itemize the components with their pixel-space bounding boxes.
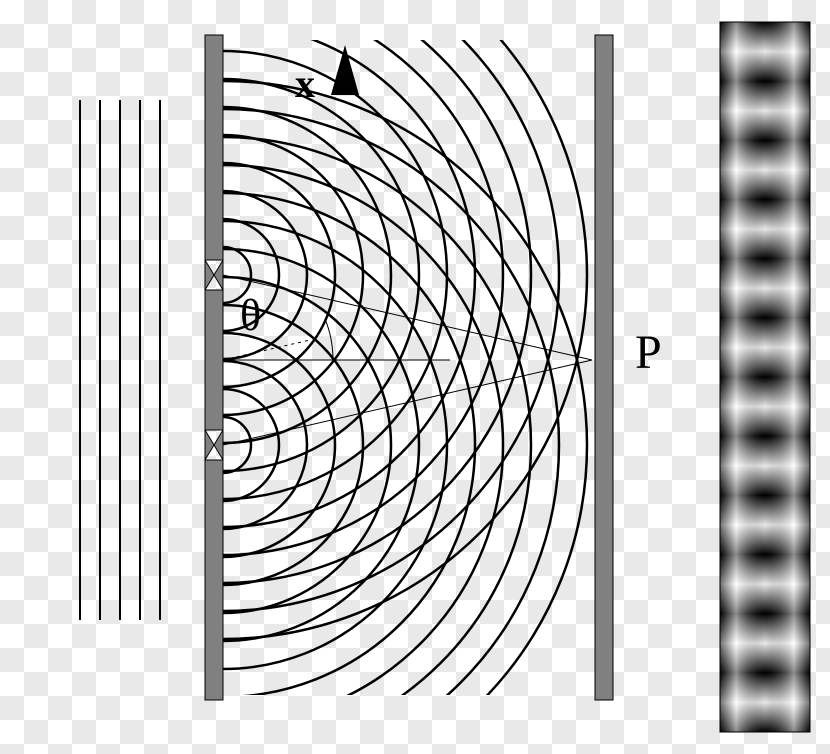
- circular-wavefronts: [0, 0, 587, 754]
- label-theta: θ: [240, 290, 261, 341]
- label-P: P: [635, 325, 662, 380]
- ray-construction: [223, 275, 592, 445]
- detection-screen: [595, 35, 613, 700]
- interference-fringe-pattern: [720, 22, 810, 732]
- slit-barrier: [205, 35, 223, 700]
- label-x: x: [295, 60, 315, 107]
- x-axis-arrow: [331, 45, 359, 95]
- double-slit-svg: [0, 0, 830, 754]
- diagram-canvas: x θ P: [0, 0, 830, 754]
- incident-plane-waves: [80, 100, 160, 620]
